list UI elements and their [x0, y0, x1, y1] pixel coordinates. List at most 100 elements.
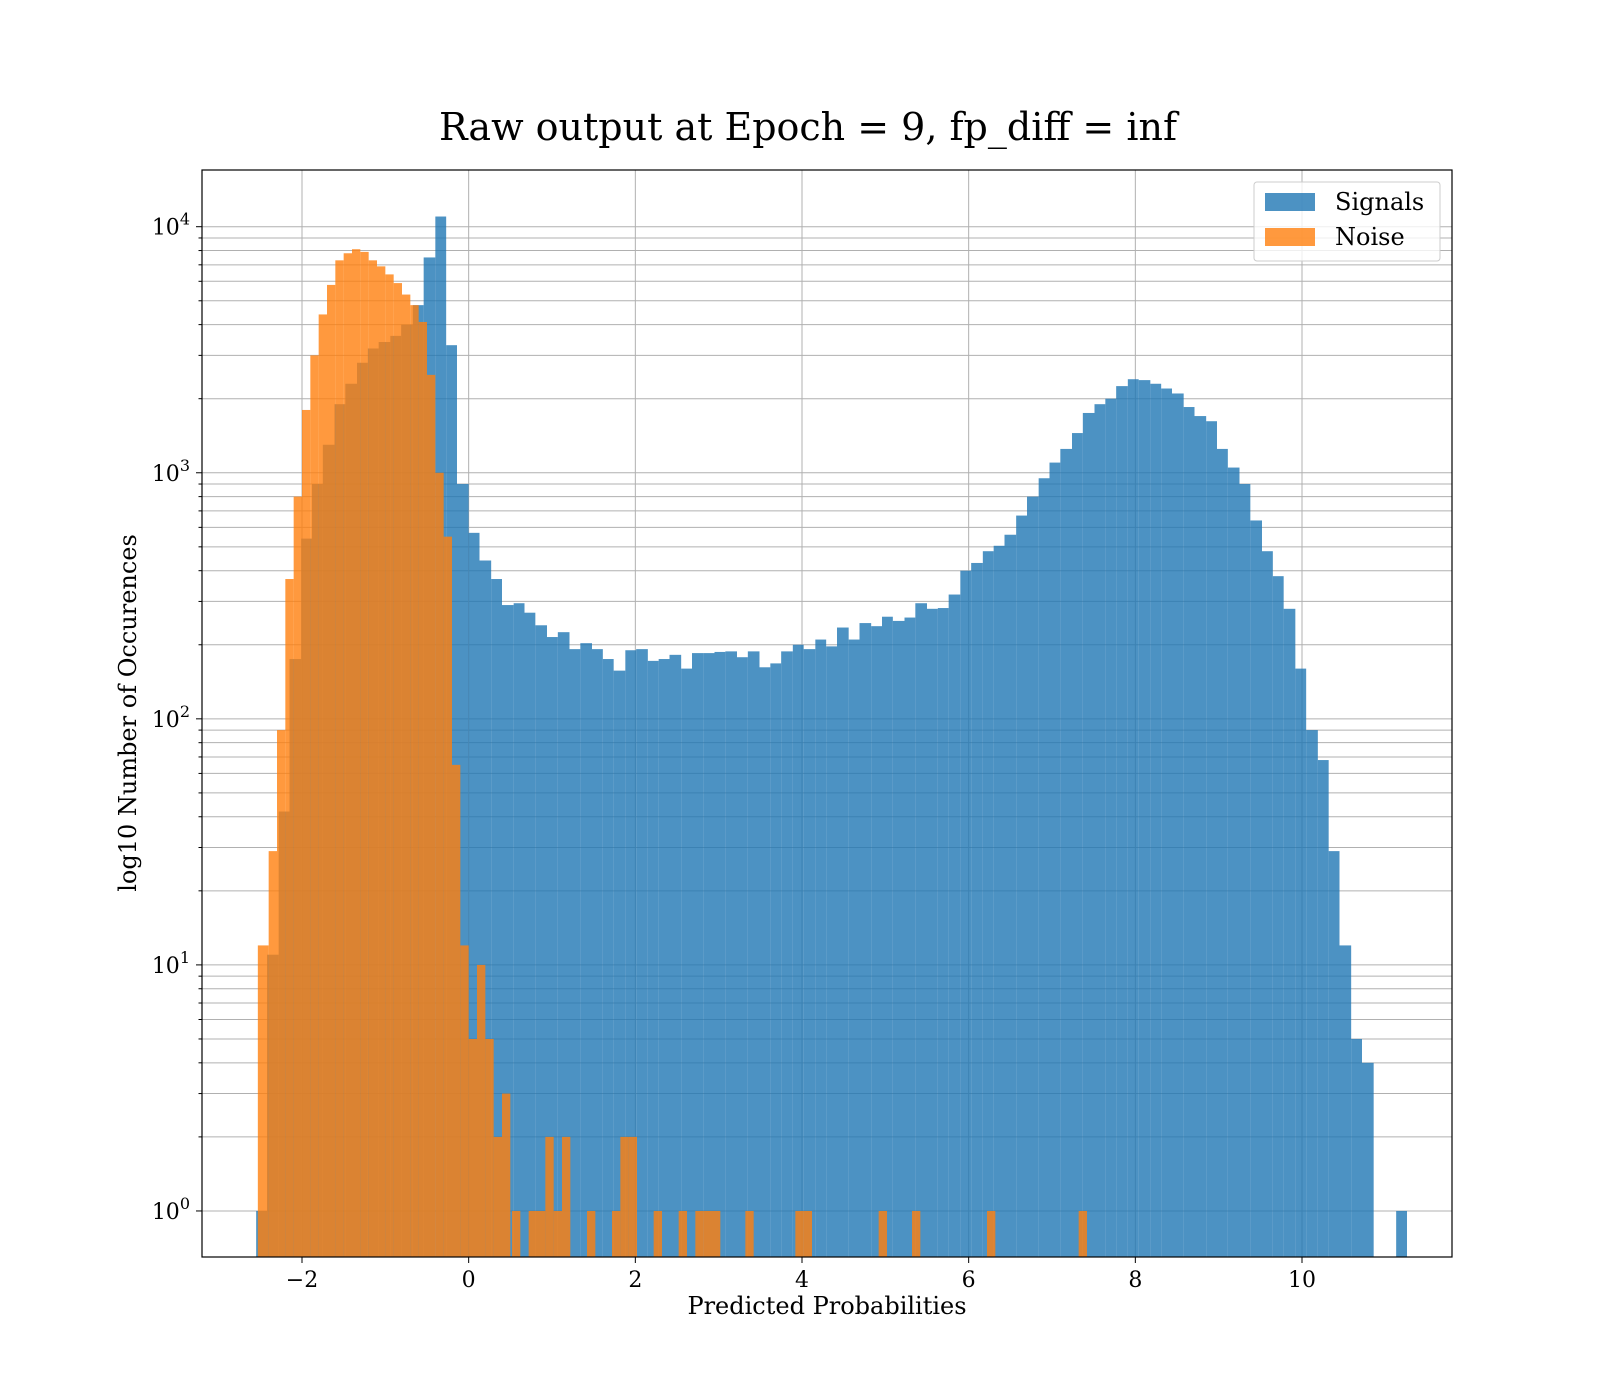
- noise-bar: [352, 249, 361, 1257]
- noise-bar: [537, 1210, 546, 1257]
- signals-bar: [971, 562, 983, 1257]
- signals-bar: [535, 625, 547, 1257]
- signals-bar: [669, 654, 682, 1257]
- signals-bar: [937, 608, 949, 1257]
- x-tick-label: 4: [795, 1268, 809, 1293]
- signals-bar: [457, 484, 469, 1257]
- noise-bar: [443, 536, 452, 1257]
- signals-bar: [737, 657, 748, 1257]
- noise-bar: [343, 253, 352, 1257]
- signals-bar: [1351, 1038, 1362, 1257]
- noise-bar: [703, 1210, 712, 1257]
- y-tick-label: 100: [152, 1194, 190, 1225]
- noise-bar: [268, 851, 277, 1257]
- noise-bar: [460, 945, 469, 1257]
- noise-bar: [878, 1210, 887, 1257]
- noise-bar: [712, 1210, 721, 1257]
- signals-bar: [681, 668, 692, 1257]
- signals-bar: [557, 632, 570, 1257]
- signals-bar: [815, 639, 827, 1257]
- x-axis-label: Predicted Probabilities: [687, 1292, 966, 1320]
- noise-bar: [285, 579, 294, 1257]
- signals-bar: [592, 649, 603, 1257]
- signals-bar: [826, 646, 837, 1257]
- signals-bar: [602, 659, 614, 1257]
- signals-bar: [569, 649, 581, 1257]
- x-tick-label: 6: [962, 1268, 976, 1293]
- x-axis-ticks: −2 0 2 4 6 8 10: [286, 1257, 1316, 1293]
- legend-label-signals: Signals: [1335, 188, 1424, 216]
- signals-bar: [747, 651, 760, 1257]
- signals-bar: [1094, 404, 1106, 1257]
- signals-bar: [513, 603, 525, 1257]
- signals-bar: [468, 532, 480, 1257]
- signals-bar: [770, 663, 782, 1257]
- y-tick-label: 102: [152, 702, 190, 733]
- signals-bar: [781, 651, 793, 1257]
- noise-bar: [512, 1210, 521, 1257]
- signals-bar: [491, 579, 502, 1257]
- signals-bar: [904, 617, 916, 1257]
- x-tick-label: 8: [1128, 1268, 1142, 1293]
- signals-bar: [1150, 383, 1162, 1257]
- signals-bar: [625, 650, 637, 1257]
- signals-bar: [1317, 760, 1329, 1257]
- y-axis-label: log10 Number of Occurences: [114, 534, 142, 892]
- signals-bar: [1227, 467, 1240, 1257]
- noise-bar: [277, 730, 286, 1257]
- signals-bar: [1082, 412, 1095, 1258]
- noise-bar: [553, 1210, 562, 1257]
- noise-bar: [293, 496, 302, 1257]
- noise-bar: [410, 305, 419, 1257]
- legend-label-noise: Noise: [1335, 223, 1405, 251]
- signals-bar: [1072, 433, 1083, 1257]
- signals-bar: [1239, 484, 1251, 1257]
- noise-bar: [427, 374, 436, 1257]
- signals-bar: [647, 660, 659, 1257]
- noise-bar: [257, 945, 269, 1257]
- x-tick-label: 2: [628, 1268, 642, 1293]
- noise-bar: [402, 294, 411, 1257]
- signals-bar: [803, 649, 816, 1257]
- noise-bar: [435, 472, 444, 1258]
- signals-bar: [692, 653, 704, 1257]
- y-tick-label: 103: [152, 456, 190, 487]
- x-tick-label: 0: [462, 1268, 476, 1293]
- signals-bar: [882, 616, 893, 1257]
- signals-bar: [1328, 851, 1340, 1257]
- noise-bar: [678, 1210, 687, 1257]
- signals-bar: [1004, 534, 1017, 1257]
- signals-bar: [837, 627, 849, 1257]
- signals-bar: [1038, 478, 1050, 1258]
- signals-bar: [1127, 379, 1139, 1257]
- y-tick-label: 101: [152, 948, 190, 979]
- signals-bar: [1262, 551, 1273, 1257]
- signals-bar: [1116, 386, 1128, 1257]
- x-tick-label: 10: [1288, 1268, 1316, 1293]
- noise-bar: [327, 284, 336, 1257]
- noise-bar: [528, 1210, 537, 1257]
- signals-bar: [714, 651, 726, 1257]
- noise-bar: [987, 1210, 996, 1257]
- signals-bar: [960, 570, 972, 1257]
- noise-bar: [795, 1210, 804, 1257]
- signals-bar: [1194, 416, 1207, 1257]
- noise-bar: [485, 1038, 494, 1257]
- noise-bar: [418, 321, 427, 1258]
- chart-title: Raw output at Epoch = 9, fp_diff = inf: [439, 105, 1180, 150]
- signals-bar: [636, 649, 648, 1257]
- signals-bar: [1283, 608, 1296, 1257]
- signals-bar: [792, 644, 804, 1257]
- noise-bar: [310, 355, 319, 1257]
- y-tick-label: 104: [152, 210, 190, 241]
- signals-bar: [993, 545, 1005, 1257]
- noise-bar: [562, 1136, 571, 1257]
- noise-bar: [452, 764, 461, 1257]
- y-axis-ticks: 100 101 102 103 104: [152, 210, 202, 1225]
- noise-bar: [912, 1210, 921, 1257]
- noise-bar: [477, 964, 486, 1257]
- legend-swatch-signals: [1265, 193, 1315, 211]
- signals-bar: [1272, 576, 1284, 1257]
- noise-bar: [653, 1210, 662, 1257]
- noise-bar: [695, 1210, 704, 1257]
